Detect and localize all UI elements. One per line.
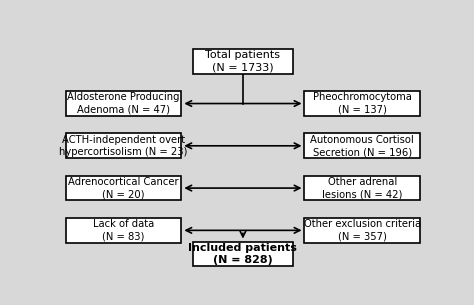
Text: Other adrenal
lesions (N = 42): Other adrenal lesions (N = 42) <box>322 177 402 199</box>
FancyBboxPatch shape <box>193 242 292 266</box>
FancyBboxPatch shape <box>304 134 420 158</box>
Text: Lack of data
(N = 83): Lack of data (N = 83) <box>93 219 154 242</box>
Text: Autonomous Cortisol
Secretion (N = 196): Autonomous Cortisol Secretion (N = 196) <box>310 135 414 157</box>
Text: Pheochromocytoma
(N = 137): Pheochromocytoma (N = 137) <box>313 92 412 115</box>
Text: Aldosterone Producing
Adenoma (N = 47): Aldosterone Producing Adenoma (N = 47) <box>67 92 180 115</box>
FancyBboxPatch shape <box>193 49 292 74</box>
FancyBboxPatch shape <box>304 218 420 243</box>
FancyBboxPatch shape <box>66 218 182 243</box>
FancyBboxPatch shape <box>66 176 182 200</box>
Text: ACTH-independent overt
hypercortisolism (N = 23): ACTH-independent overt hypercortisolism … <box>59 135 188 157</box>
Text: Other exclusion criteria
(N = 357): Other exclusion criteria (N = 357) <box>304 219 421 242</box>
Text: Included patients
(N = 828): Included patients (N = 828) <box>189 243 297 265</box>
FancyBboxPatch shape <box>66 91 182 116</box>
FancyBboxPatch shape <box>304 91 420 116</box>
Text: Adrenocortical Cancer
(N = 20): Adrenocortical Cancer (N = 20) <box>68 177 179 199</box>
Text: Total patients
(N = 1733): Total patients (N = 1733) <box>205 50 281 73</box>
FancyBboxPatch shape <box>304 176 420 200</box>
FancyBboxPatch shape <box>66 134 182 158</box>
